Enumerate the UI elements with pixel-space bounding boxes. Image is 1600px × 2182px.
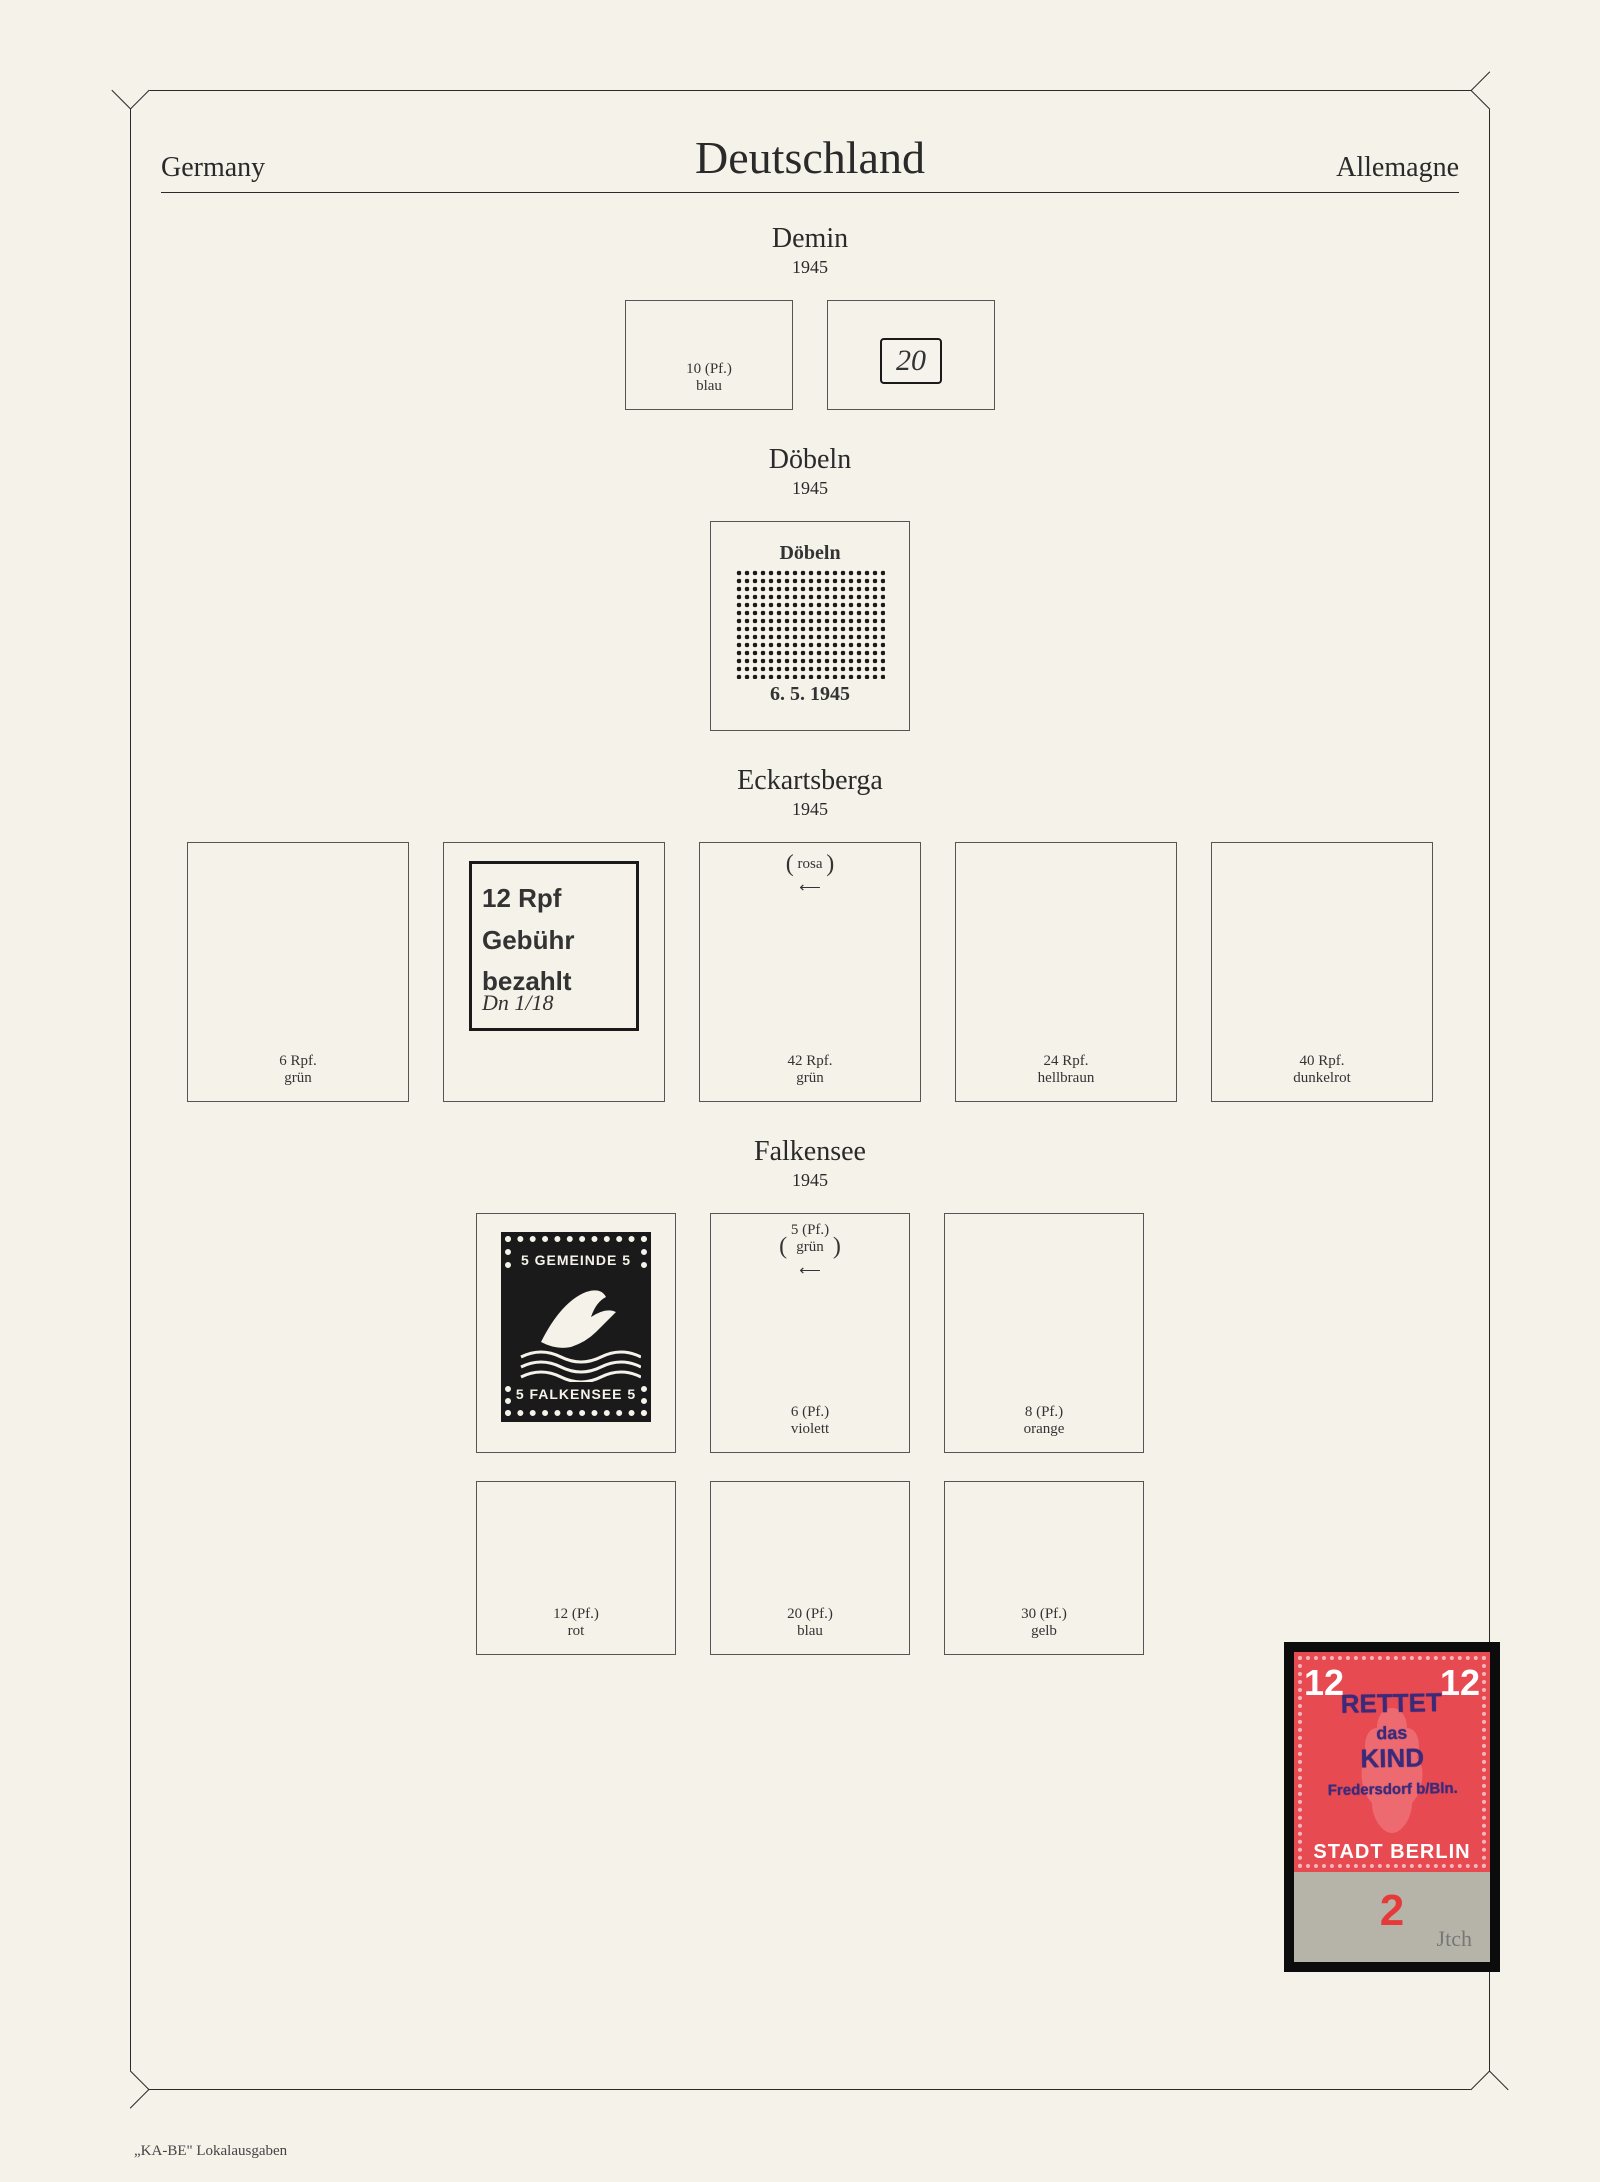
section-title: Demin [161,223,1459,255]
stamp-row: 12 (Pf.)rot 20 (Pf.)blau 30 (Pf.)gelb [161,1481,1459,1655]
section-title: Eckartsberga [161,765,1459,797]
stamp-row: Döbeln6. 5. 1945 [161,521,1459,731]
overprint-line: RETTET [1340,1687,1442,1719]
frame-corner [111,2070,149,2108]
section-title: Falkensee [161,1136,1459,1168]
header-right: Allemagne [1199,152,1459,184]
slot-caption: 6 Rpf.grün [279,1053,317,1087]
stamp-slot: 40 Rpf.dunkelrot [1211,842,1433,1102]
stamp-illustration-eckartsberga: 12 RpfGebührbezahltDn 1/18 [469,861,639,1031]
stamp-illustration-doebeln: Döbeln6. 5. 1945 [730,542,890,706]
stamp-city: STADT BERLIN [1294,1841,1490,1864]
slot-caption: 12 (Pf.)rot [553,1606,599,1640]
publisher-footer: „KA-BE" Lokalausgaben [134,2143,287,2160]
stamp-illustration-boxed-value: 20 [880,338,942,384]
section-year: 1945 [161,257,1459,278]
stamp-row: 5 GEMEINDE 55 FALKENSEE 5 ( 5 (Pf.)grün )… [161,1213,1459,1453]
frame-corner [111,71,149,109]
section-year: 1945 [161,1170,1459,1191]
section-eckartsberga: Eckartsberga1945 6 Rpf.grün 12 RpfGebührbe… [161,765,1459,1102]
overprint-line: KIND [1360,1742,1424,1773]
section-year: 1945 [161,478,1459,499]
stamp-slot: 12 RpfGebührbezahltDn 1/18 [443,842,665,1102]
slot-caption: 30 (Pf.)gelb [1021,1606,1067,1640]
header-rule [161,192,1459,193]
slot-caption: 8 (Pf.)orange [1024,1404,1065,1438]
slot-caption: 10 (Pf.)blau [686,361,732,395]
stamp-selvage-tab: 2 Jtch [1294,1872,1490,1962]
stamp-slot: 20 (Pf.)blau [710,1481,910,1655]
section-title: Döbeln [161,444,1459,476]
section-year: 1945 [161,799,1459,820]
stamp-slot: 5 GEMEINDE 55 FALKENSEE 5 [476,1213,676,1453]
section-falkensee: Falkensee1945 5 GEMEINDE 55 FALKENSEE 5 ( … [161,1136,1459,1655]
stamp-illustration-falkensee: 5 GEMEINDE 55 FALKENSEE 5 [501,1232,651,1422]
header-center: Deutschland [421,131,1199,184]
slot-variant-note: ( rosa )⟵ [700,851,920,897]
section-demin: Demin1945 10 (Pf.)blau 20 [161,223,1459,410]
frame-corner [1470,2070,1508,2108]
tab-signature: Jtch [1437,1926,1472,1952]
overprint-line: das [1376,1723,1407,1744]
overprint-line: Fredersdorf b/Bln. [1328,1780,1458,1799]
section-döbeln: Döbeln1945 Döbeln6. 5. 1945 [161,444,1459,731]
stamp-slot: 30 (Pf.)gelb [944,1481,1144,1655]
slot-caption: 42 Rpf.grün [788,1053,833,1087]
slot-caption: 20 (Pf.)blau [787,1606,833,1640]
stamp-slot: 20 [827,300,995,410]
stamp-row: 6 Rpf.grün 12 RpfGebührbezahltDn 1/18 ( ro… [161,842,1459,1102]
header-left: Germany [161,152,421,184]
stamp-slot: 12 (Pf.)rot [476,1481,676,1655]
stamp-slot: ( rosa )⟵ 42 Rpf.grün [699,842,921,1102]
slot-caption: 40 Rpf.dunkelrot [1293,1053,1351,1087]
stamp-overprint: RETTET das KIND Fredersdorf b/Bln. [1293,1688,1491,1801]
stamp-slot: 24 Rpf.hellbraun [955,842,1177,1102]
stamp-slot: Döbeln6. 5. 1945 [710,521,910,731]
slot-caption: 6 (Pf.)violett [791,1404,829,1438]
stamp-slot: ( 5 (Pf.)grün )⟵ 6 (Pf.)violett [710,1213,910,1453]
stamp-slot: 8 (Pf.)orange [944,1213,1144,1453]
mounted-stamp-fredersdorf: 12 12 RETTET das KIND Fredersdorf b/Bln.… [1284,1642,1500,1972]
slot-variant-note: ( 5 (Pf.)grün )⟵ [711,1222,909,1280]
slot-caption: 24 Rpf.hellbraun [1038,1053,1095,1087]
frame-corner [1470,71,1508,109]
stamp-slot: 6 Rpf.grün [187,842,409,1102]
stamp-slot: 10 (Pf.)blau [625,300,793,410]
album-page: Germany Deutschland Allemagne Demin19451… [0,0,1600,2182]
stamp-row: 10 (Pf.)blau 20 [161,300,1459,410]
page-header: Germany Deutschland Allemagne [161,131,1459,184]
stamp-face: 12 12 RETTET das KIND Fredersdorf b/Bln.… [1294,1652,1490,1872]
